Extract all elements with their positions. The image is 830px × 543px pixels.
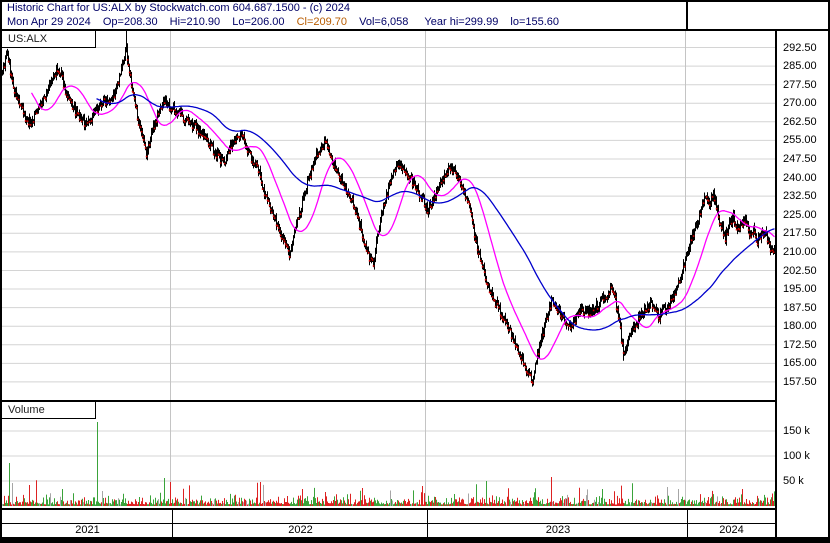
quote-year-low: lo=155.60	[510, 16, 560, 28]
year-label-2024: 2024	[719, 524, 744, 536]
quote-line: Mon Apr 29 2024 Op=208.30 Hi=210.90 Lo=2…	[7, 15, 568, 29]
price-axis-label: 180.00	[783, 320, 817, 333]
volume-pane	[2, 402, 775, 508]
chart-top-border	[2, 29, 828, 31]
price-axis-label: 202.50	[783, 264, 817, 277]
price-axis-label: 240.00	[783, 171, 817, 184]
volume-axis-label: 100 k	[783, 450, 810, 462]
quote-open: Op=208.30	[102, 16, 158, 28]
bottom-border	[2, 537, 828, 541]
price-axis-label: 255.00	[783, 134, 817, 147]
months-row-border	[2, 523, 777, 524]
price-axis-label: 270.00	[783, 97, 817, 110]
price-axis-label: 262.50	[783, 115, 817, 128]
quote-high: Hi=210.90	[169, 16, 221, 28]
price-axis-label: 172.50	[783, 338, 817, 351]
price-axis-label: 210.00	[783, 245, 817, 258]
price-axis-label: 217.50	[783, 227, 817, 240]
price-axis-border	[775, 29, 777, 541]
year-label-2021: 2021	[75, 524, 100, 536]
year-divider	[427, 510, 428, 537]
quote-close: Cl=209.70	[296, 16, 348, 28]
price-axis-label: 165.00	[783, 357, 817, 370]
header-divider	[686, 2, 688, 31]
chart-title: Historic Chart for US:ALX by Stockwatch.…	[7, 2, 350, 14]
volume-label: Volume	[8, 404, 45, 416]
months-row	[2, 510, 775, 523]
year-divider	[687, 510, 688, 537]
quote-low: Lo=206.00	[232, 16, 285, 28]
price-axis-label: 225.00	[783, 208, 817, 221]
price-axis-label: 292.50	[783, 41, 817, 54]
years-row: 2021 2022 2023 2024	[2, 524, 775, 537]
price-axis-label: 277.50	[783, 78, 817, 91]
price-axis-label: 247.50	[783, 153, 817, 165]
volume-axis-label: 50 k	[783, 475, 804, 487]
year-divider	[172, 510, 173, 537]
price-chart-pane	[2, 31, 775, 400]
quote-volume: Vol=6,058	[359, 16, 409, 28]
quote-date: Mon Apr 29 2024	[7, 16, 91, 28]
year-label-2023: 2023	[545, 524, 571, 536]
pane-separator	[2, 400, 777, 402]
volume-label-box: Volume	[2, 402, 96, 419]
symbol-label-box: US:ALX	[2, 31, 96, 48]
quote-year-high: Year hi=299.99	[424, 16, 499, 28]
price-axis-label: 232.50	[783, 190, 817, 203]
volume-baseline	[2, 508, 777, 510]
symbol-label: US:ALX	[8, 33, 48, 45]
price-axis-label: 195.00	[783, 283, 817, 295]
price-axis-label: 157.50	[783, 375, 817, 388]
price-axis-label: 187.50	[783, 301, 817, 314]
year-label-2022: 2022	[288, 524, 313, 536]
price-axis-label: 285.00	[783, 60, 817, 73]
volume-axis-label: 150 k	[783, 425, 810, 437]
